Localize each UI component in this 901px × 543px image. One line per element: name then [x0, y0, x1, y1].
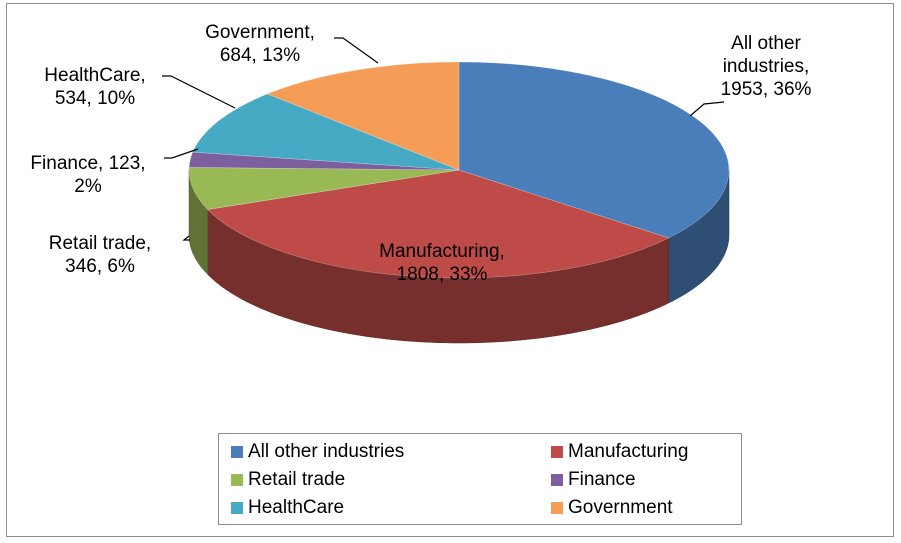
pie-slice-manufacturing — [207, 169, 670, 279]
data-label-line: All other — [731, 33, 801, 54]
pie-slice-retail-trade — [188, 167, 460, 210]
data-label-line: 534, 10% — [55, 88, 135, 109]
legend-label: All other industries — [248, 441, 405, 462]
data-label-healthcare: HealthCare, 534, 10% — [44, 65, 145, 109]
data-label-line: 346, 6% — [65, 256, 135, 277]
leader-line — [689, 101, 725, 117]
leader-line — [182, 235, 190, 241]
data-label-line: 2% — [74, 176, 102, 197]
legend-label: Manufacturing — [568, 441, 689, 462]
data-label-line: industries, — [723, 56, 810, 77]
legend-swatch — [231, 502, 243, 514]
data-label-line: 1953, 36% — [721, 79, 812, 100]
leader-line — [164, 148, 199, 159]
legend-label: Finance — [568, 469, 636, 490]
data-label-line: 684, 13% — [220, 45, 300, 66]
data-label-manufacturing: Manufacturing, 1808, 33% — [379, 241, 505, 285]
data-label-retail-trade: Retail trade, 346, 6% — [49, 233, 151, 277]
pie-slice-finance — [188, 151, 460, 171]
pie-slice-government — [266, 61, 460, 171]
legend-swatch — [551, 446, 563, 458]
legend-label: Retail trade — [248, 469, 346, 490]
pie-slice-all-other-industries — [458, 61, 730, 239]
data-label-line: Finance, 123, — [30, 153, 145, 174]
legend-label: HealthCare — [248, 497, 345, 518]
data-label-finance: Finance, 123, 2% — [30, 153, 145, 197]
data-label-line: Manufacturing, — [379, 241, 505, 262]
leader-line — [162, 75, 236, 109]
legend-swatch — [231, 446, 243, 458]
legend-swatch — [551, 474, 563, 486]
data-label-line: Retail trade, — [49, 233, 151, 254]
data-label-line: 1808, 33% — [397, 264, 488, 285]
data-label-line: HealthCare, — [44, 65, 145, 86]
pie-slice-healthcare — [192, 93, 460, 171]
legend-item-all-other-industries: All other industries — [231, 441, 404, 463]
legend-item-retail-trade: Retail trade — [231, 469, 345, 491]
legend-item-manufacturing: Manufacturing — [551, 441, 688, 463]
legend-swatch — [551, 502, 563, 514]
leader-line — [334, 37, 379, 64]
chart-legend: All other industries Manufacturing Retai… — [218, 433, 742, 525]
data-label-government: Government, 684, 13% — [205, 22, 315, 66]
data-label-all-other-industries: All other industries, 1953, 36% — [721, 33, 812, 100]
legend-item-government: Government — [551, 497, 673, 519]
legend-label: Government — [568, 497, 673, 518]
legend-item-healthcare: HealthCare — [231, 497, 344, 519]
legend-item-finance: Finance — [551, 469, 636, 491]
data-label-line: Government, — [205, 22, 315, 43]
legend-swatch — [231, 474, 243, 486]
